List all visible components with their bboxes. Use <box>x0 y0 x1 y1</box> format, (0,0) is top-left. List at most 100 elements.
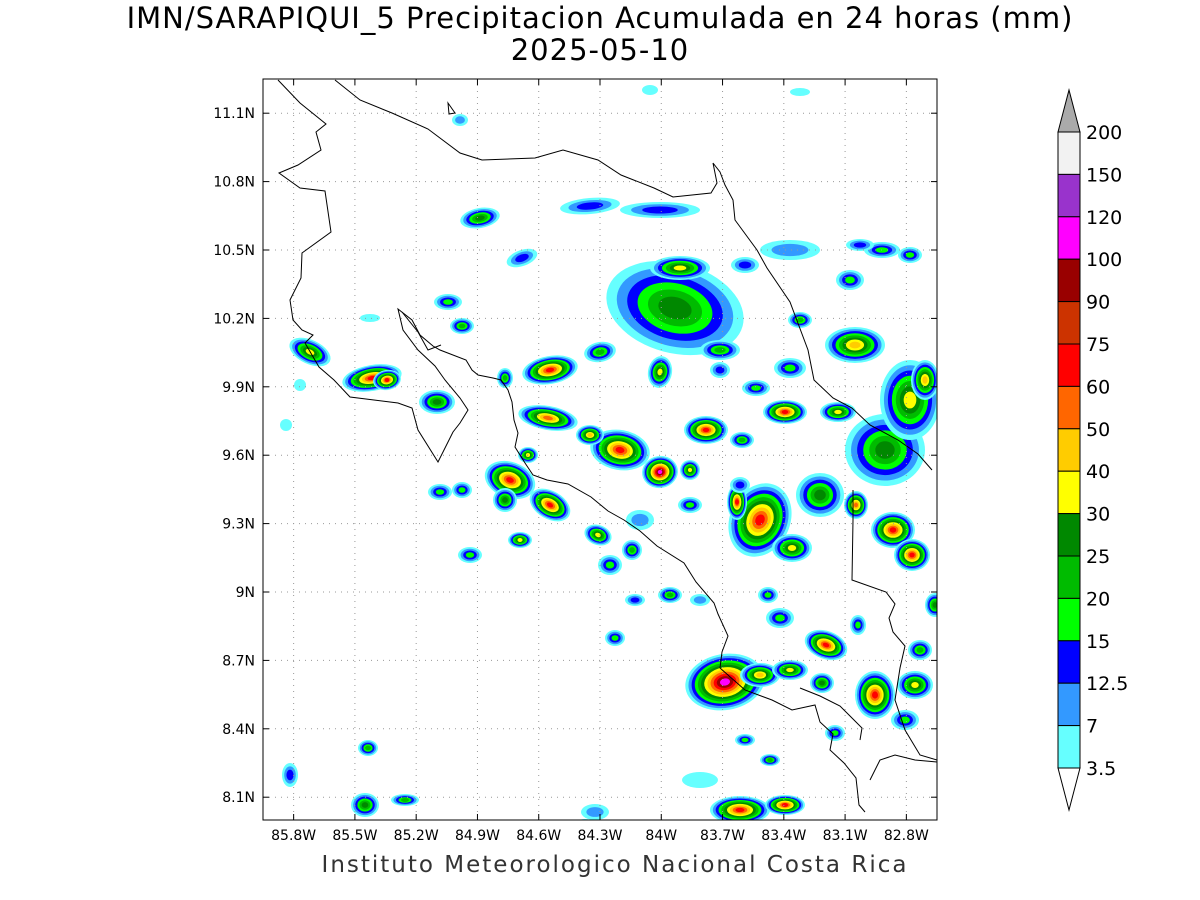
rain-cell <box>642 85 658 95</box>
y-axis: 11.1N 10.8N 10.5N 10.2N 9.9N 9.6N 9.3N 9N 8.7N 8.… <box>213 106 937 806</box>
legend-label: 30 <box>1086 504 1110 526</box>
legend-label: 150 <box>1086 164 1122 186</box>
legend-label: 100 <box>1086 249 1122 271</box>
y-tick-label: 10.2N <box>213 311 255 327</box>
legend-label: 40 <box>1086 461 1110 483</box>
rain-cell <box>611 635 619 641</box>
grid-lines <box>263 79 937 820</box>
legend-swatch <box>1057 173 1081 218</box>
legend-swatch <box>1057 301 1081 345</box>
rain-cell <box>673 265 687 271</box>
rain-cell <box>286 769 294 781</box>
x-tick-label: 83.4W <box>761 828 806 844</box>
rain-cell <box>595 532 601 538</box>
pacific-north-coast <box>277 79 729 669</box>
y-tick-label: 8.7N <box>222 653 255 669</box>
rain-cell <box>735 499 739 505</box>
osa-peninsula-coast <box>719 667 866 813</box>
rain-cell <box>546 502 554 508</box>
rain-cell <box>615 446 625 454</box>
rain-cell <box>875 441 895 459</box>
legend-label: 7 <box>1086 716 1098 738</box>
rain-cell <box>630 597 640 603</box>
rain-cell <box>658 296 692 320</box>
rain-cell <box>502 497 508 503</box>
rain-cell <box>735 807 745 813</box>
rain-cell <box>741 737 749 743</box>
rain-cell <box>814 489 826 501</box>
y-tick-label: 11.1N <box>213 106 255 122</box>
rain-cell <box>781 803 789 807</box>
rain-cell <box>458 323 466 329</box>
x-tick-label: 82.8W <box>884 828 929 844</box>
legend-label: 120 <box>1086 207 1122 229</box>
x-tick-label: 85.2W <box>394 828 439 844</box>
rain-cell <box>545 367 555 373</box>
x-tick-label: 84.6W <box>516 828 561 844</box>
coastlines <box>277 79 937 813</box>
panama-coast <box>869 754 937 781</box>
rain-cell <box>458 487 466 493</box>
legend-swatch <box>1057 682 1081 727</box>
legend-swatch <box>1057 725 1081 769</box>
rain-cell <box>605 561 615 569</box>
rain-cell <box>576 202 604 210</box>
rain-cell <box>432 399 442 405</box>
rain-cell <box>642 206 678 214</box>
rain-cell <box>853 242 867 248</box>
rain-cell <box>657 469 663 475</box>
rain-cell <box>905 252 915 258</box>
x-tick-label: 83.1W <box>823 828 868 844</box>
rain-cell <box>715 366 725 374</box>
legend-label: 25 <box>1086 546 1110 568</box>
rain-cell <box>738 437 746 443</box>
rain-cell <box>595 349 605 355</box>
rain-cell <box>465 552 475 558</box>
map-title: IMN/SARAPIQUI_5 Precipitacion Acumulada … <box>0 2 1200 66</box>
legend-label: 200 <box>1086 122 1122 144</box>
legend-swatch <box>1057 131 1081 175</box>
rain-cell <box>384 377 390 383</box>
legend-swatch <box>1057 216 1081 260</box>
rain-cell <box>714 347 726 353</box>
x-tick-label: 85.5W <box>332 828 377 844</box>
rain-cell <box>517 538 523 542</box>
rain-cell <box>629 547 635 553</box>
rain-cell <box>360 314 380 322</box>
rain-cell <box>756 672 764 678</box>
y-tick-label: 9N <box>236 585 255 601</box>
rain-cell <box>781 410 789 414</box>
rain-cell <box>790 88 810 96</box>
rain-cell <box>764 592 772 598</box>
legend-swatch <box>1057 343 1081 387</box>
rain-cell <box>365 745 371 751</box>
legend-label: 60 <box>1086 376 1110 398</box>
rain-cell <box>871 691 879 699</box>
legend-min-arrow <box>1057 767 1081 812</box>
legend-swatch <box>1057 428 1081 472</box>
legend-swatch <box>1057 513 1081 557</box>
rain-cell <box>787 545 797 551</box>
rain-cell <box>735 481 745 489</box>
rain-cell <box>738 261 752 269</box>
panama-border <box>851 490 937 761</box>
rain-cell <box>702 427 710 433</box>
x-axis: 85.8W 85.5W 85.2W 84.9W 84.6W 84.3W 84W 83.7W 83… <box>271 79 929 844</box>
rain-cell <box>280 419 292 431</box>
rain-cell <box>849 341 861 349</box>
rain-cell <box>401 798 409 802</box>
rain-cell <box>909 552 915 558</box>
y-tick-label: 10.5N <box>213 243 255 259</box>
rain-cell <box>786 667 794 673</box>
rain-cell <box>922 376 928 384</box>
y-tick-label: 8.1N <box>222 790 255 806</box>
rain-cell <box>586 807 604 817</box>
golfo-dulce-coast <box>799 687 863 741</box>
rain-cell <box>916 647 924 653</box>
rain-cell <box>502 375 508 381</box>
rain-cell <box>687 467 693 473</box>
x-tick-label: 84W <box>645 828 677 844</box>
legend-max-arrow <box>1057 88 1081 133</box>
rain-cell <box>475 215 485 221</box>
